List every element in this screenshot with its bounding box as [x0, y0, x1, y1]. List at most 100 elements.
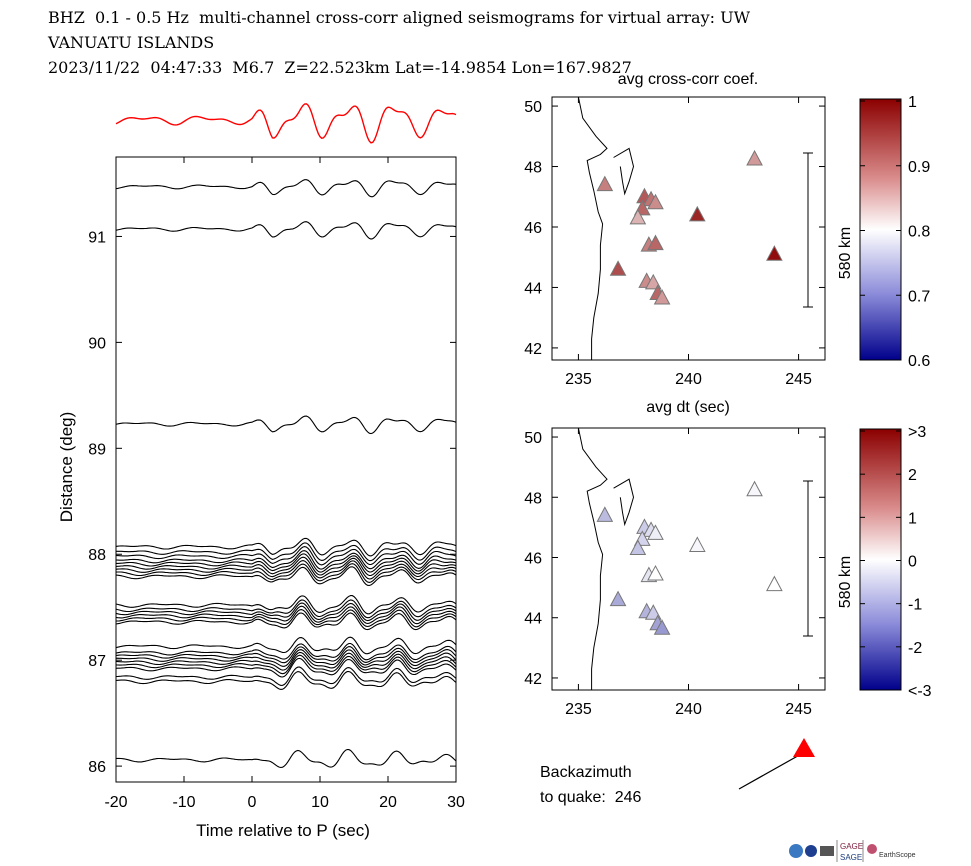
colorbar-tick-label: >3 — [908, 424, 926, 441]
scale-bar-label: 580 km — [837, 556, 854, 608]
dt-map-stations — [596, 480, 783, 635]
cross-corr-colorbar-bar — [859, 98, 902, 361]
station-marker — [644, 604, 662, 620]
stack-trace — [115, 103, 457, 144]
y-tick-label: 50 — [524, 99, 542, 116]
x-tick-label: 235 — [565, 371, 592, 388]
seismogram-trace — [115, 657, 457, 678]
seismogram-trace — [115, 646, 457, 664]
figure-title-line2: VANUATU ISLANDS — [48, 33, 215, 52]
dt-map-frame — [551, 427, 826, 691]
seismogram-trace — [115, 602, 457, 622]
y-tick-label: 88 — [88, 547, 106, 564]
station-marker — [653, 619, 671, 635]
record-section-ticks: -20 -10 0 10 20 30 86 87 88 89 90 91 — [88, 157, 465, 811]
colorbar-tick-label: 0.7 — [908, 288, 930, 305]
record-section-xlabel: Time relative to P (sec) — [196, 821, 370, 840]
seismogram-trace — [115, 666, 457, 686]
seismogram-trace — [115, 556, 457, 577]
seismogram-trace — [115, 560, 457, 580]
coastline-path — [577, 96, 608, 360]
footer-logos: GAGE SAGE EarthScope — [789, 840, 916, 862]
y-tick-label: 44 — [524, 611, 542, 628]
stack-trace-group — [115, 103, 457, 144]
x-tick-label: 245 — [785, 371, 812, 388]
seismogram-trace — [115, 670, 457, 690]
seismogram-trace — [115, 651, 457, 671]
y-tick-label: 91 — [88, 229, 106, 246]
x-tick-label: 240 — [675, 371, 702, 388]
nsf-logo-icon — [789, 844, 803, 858]
x-tick-label: 0 — [248, 794, 257, 811]
cross-corr-map-frame — [551, 96, 826, 361]
y-tick-label: 46 — [524, 550, 542, 567]
seismogram-trace — [115, 605, 457, 625]
cross-corr-map-stations — [596, 149, 783, 305]
seismogram-trace — [115, 550, 457, 570]
colorbar-tick-label: 2 — [908, 467, 917, 484]
figure-title-line3: 2023/11/22 04:47:33 M6.7 Z=22.523km Lat=… — [48, 58, 632, 77]
earthscope-logo-icon — [867, 844, 877, 854]
y-tick-label: 50 — [524, 430, 542, 447]
x-tick-label: 20 — [379, 794, 397, 811]
station-marker — [688, 205, 706, 222]
y-tick-label: 86 — [88, 759, 106, 776]
station-marker — [647, 193, 664, 210]
seismogram-trace — [116, 609, 457, 628]
figure-title-line1: BHZ 0.1 - 0.5 Hz multi-channel cross-cor… — [48, 8, 751, 27]
colorbar-tick-label: -1 — [908, 597, 922, 614]
station-marker — [746, 149, 763, 166]
colorbar-tick-label: <-3 — [908, 683, 932, 700]
seismogram-trace — [115, 595, 457, 615]
colorbar-tick-label: 0 — [908, 554, 917, 571]
cross-corr-map: avg cross-corr coef. 235 240 245 42 44 46 48 50… — [524, 71, 854, 416]
station-marker — [609, 260, 627, 276]
cross-corr-map-title: avg cross-corr coef. — [618, 71, 758, 88]
seismogram-trace — [115, 748, 457, 769]
scale-bar: 580 km — [803, 152, 854, 308]
station-marker — [596, 506, 614, 522]
colorbar-tick-label: -2 — [908, 640, 922, 657]
footer-gage-text: GAGE — [840, 842, 863, 851]
seismogram-trace — [115, 636, 457, 655]
backazimuth-line — [738, 752, 804, 790]
footer-earthscope-text: EarthScope — [879, 852, 916, 859]
y-tick-label: 48 — [524, 160, 542, 177]
station-marker — [766, 245, 783, 261]
record-section: -20 -10 0 10 20 30 86 87 88 89 90 91 Time relative … — [57, 156, 465, 840]
station-marker — [688, 536, 706, 552]
seismogram-trace — [115, 537, 457, 557]
record-section-traces — [115, 179, 457, 769]
dt-map-ticks: 235 240 245 42 44 46 48 50 — [524, 428, 825, 718]
x-tick-label: 10 — [311, 794, 329, 811]
seismogram-trace — [115, 566, 457, 587]
y-tick-label: 89 — [88, 441, 106, 458]
seismogram-trace — [115, 612, 457, 631]
seismogram-trace — [115, 654, 457, 675]
backazimuth-label-line1: Backazimuth — [540, 764, 632, 781]
colorbar-tick-label: 1 — [908, 94, 917, 111]
x-tick-label: -10 — [172, 794, 195, 811]
station-marker — [609, 590, 627, 607]
station-marker — [746, 480, 763, 497]
dt-colorbar: >3 2 1 0 -1 -2 <-3 — [859, 424, 932, 700]
station-marker — [647, 234, 664, 251]
seismogram-trace — [115, 563, 457, 583]
seismogram-trace — [115, 642, 457, 661]
colorbar-tick-label: 1 — [908, 510, 917, 527]
record-section-frame — [115, 156, 457, 783]
seismogram-trace — [115, 415, 457, 435]
x-tick-label: -20 — [104, 794, 127, 811]
dt-colorbar-bar — [859, 428, 902, 691]
station-marker — [766, 575, 783, 592]
dt-colorbar-ticks: >3 2 1 0 -1 -2 <-3 — [860, 424, 932, 700]
coastline-path — [577, 427, 608, 690]
station-marker — [629, 539, 647, 555]
y-tick-label: 48 — [524, 490, 542, 507]
y-tick-label: 46 — [524, 220, 542, 237]
cross-corr-map-ticks: 235 240 245 42 44 46 48 50 — [524, 97, 825, 388]
y-tick-label: 42 — [524, 671, 542, 688]
station-marker — [653, 288, 671, 305]
backazimuth-indicator — [738, 738, 815, 790]
